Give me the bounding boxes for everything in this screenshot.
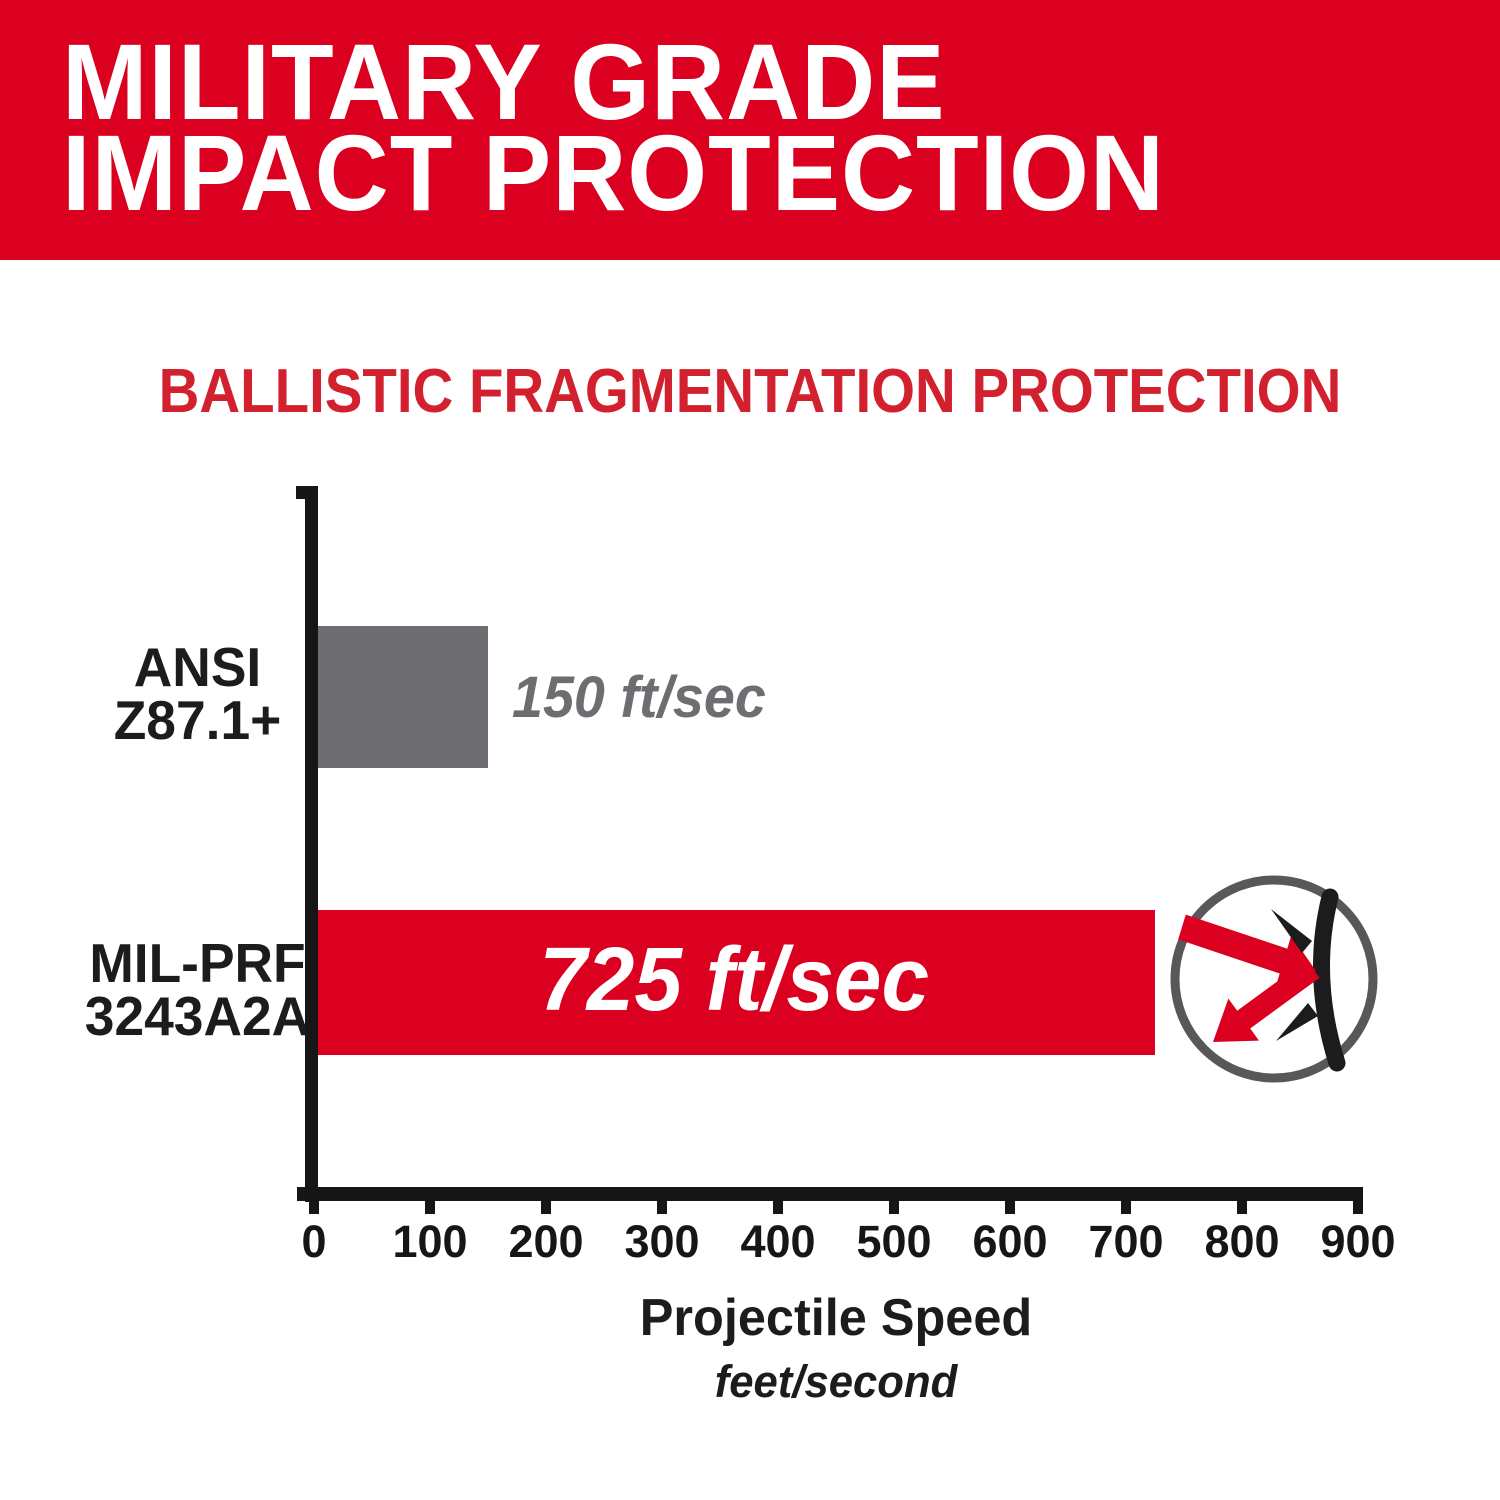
category-label-milprf: MIL-PRF 3243A2A: [84, 932, 312, 1047]
x-axis-tick: [773, 1201, 783, 1214]
chart-title: BALLISTIC FRAGMENTATION PROTECTION: [158, 357, 1342, 426]
category-label-ansi: ANSI Z87.1+: [98, 636, 297, 751]
icon-deflected-arrow: [1213, 960, 1320, 1042]
x-axis-tick: [657, 1201, 667, 1214]
icon-fragment-top: [1271, 909, 1312, 953]
category-label-milprf-line1: MIL-PRF: [89, 932, 306, 994]
y-axis-top-cap: [296, 486, 318, 499]
x-axis-tick: [309, 1201, 319, 1214]
bar-ansi: [314, 626, 488, 768]
x-axis-tick: [1005, 1201, 1015, 1214]
x-axis-label-group: Projectile Speed feet/second: [302, 1288, 1370, 1408]
x-axis-tick-label: 900: [1320, 1216, 1396, 1267]
x-axis-tick: [1353, 1201, 1363, 1214]
projectile-deflection-icon: [1170, 875, 1378, 1083]
category-label-ansi-line2: Z87.1+: [113, 689, 282, 751]
x-axis-tick-label: 600: [972, 1216, 1048, 1267]
x-axis-tick-label: 500: [856, 1216, 932, 1267]
x-axis-tick-label: 0: [301, 1216, 327, 1267]
banner-text: MILITARY GRADE IMPACT PROTECTION: [62, 21, 1223, 233]
icon-lens-curve: [1312, 888, 1346, 1072]
x-axis-tick-label: 700: [1088, 1216, 1164, 1267]
bar-value-milprf: 725 ft/sec: [539, 930, 930, 1030]
x-axis-tick: [1121, 1201, 1131, 1214]
x-axis-tick: [425, 1201, 435, 1214]
icon-fragment-bottom: [1276, 1003, 1318, 1041]
icon-incoming-arrow: [1178, 914, 1316, 987]
x-axis-tick-label: 100: [392, 1216, 468, 1267]
y-axis: [305, 486, 318, 1202]
x-axis-tick: [541, 1201, 551, 1214]
x-axis: [297, 1187, 1363, 1201]
category-label-ansi-line1: ANSI: [133, 636, 262, 698]
banner-line-2: IMPACT PROTECTION: [62, 112, 1165, 233]
banner-line-1: MILITARY GRADE: [62, 21, 946, 142]
banner: MILITARY GRADE IMPACT PROTECTION: [0, 0, 1500, 260]
x-axis-tick: [889, 1201, 899, 1214]
icon-ring: [1170, 875, 1378, 1083]
x-axis-label: Projectile Speed: [639, 1289, 1033, 1347]
bar-milprf: 725 ft/sec: [314, 910, 1155, 1055]
bar-value-ansi: 150 ft/sec: [512, 664, 766, 730]
x-axis-unit-label: feet/second: [714, 1356, 958, 1407]
x-axis-tick-label: 300: [624, 1216, 700, 1267]
x-axis-tick: [1237, 1201, 1247, 1214]
x-axis-tick-label: 400: [740, 1216, 816, 1267]
category-label-milprf-line2: 3243A2A: [84, 985, 311, 1047]
x-axis-tick-label: 800: [1204, 1216, 1280, 1267]
x-axis-tick-label: 200: [508, 1216, 584, 1267]
